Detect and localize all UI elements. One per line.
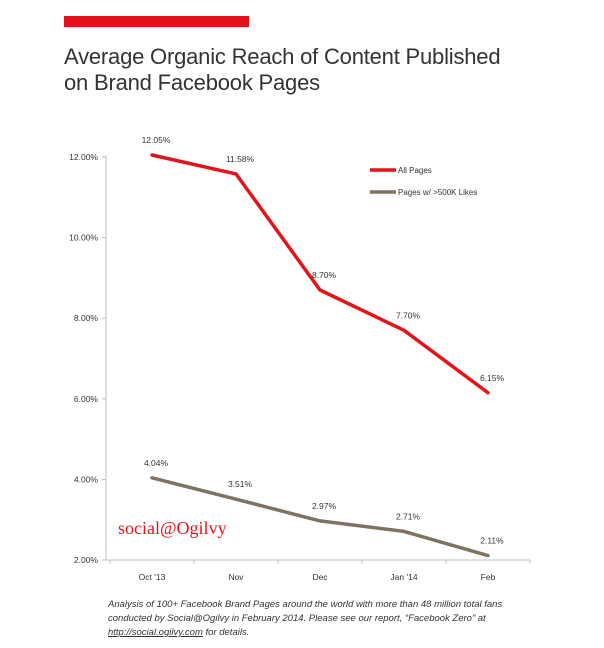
- y-tick-label: 4.00%: [74, 474, 99, 484]
- footnote-text: Analysis of 100+ Facebook Brand Pages ar…: [108, 599, 503, 624]
- x-tick-label: Feb: [481, 572, 496, 582]
- accent-bar: [64, 16, 249, 27]
- footnote-link[interactable]: http://social.ogilvy.com: [108, 627, 203, 638]
- legend-label: Pages w/ >500K Likes: [398, 188, 477, 197]
- data-label: 2.97%: [312, 501, 337, 511]
- y-tick-label: 6.00%: [74, 394, 99, 404]
- footnote-text-end: for details.: [202, 627, 250, 638]
- x-tick-label: Dec: [312, 572, 328, 582]
- y-tick-label: 2.00%: [74, 555, 99, 565]
- line-chart: 2.00% 4.00% 6.00% 8.00% 10.00% 12.00% Oct '13 N…: [69, 135, 531, 582]
- data-label: 3.51%: [228, 479, 253, 489]
- footnote: Analysis of 100+ Facebook Brand Pages ar…: [108, 598, 548, 640]
- data-label: 6.15%: [480, 373, 505, 383]
- data-label: 8.70%: [312, 270, 337, 280]
- chart-title: Average Organic Reach of Content Publish…: [64, 44, 501, 95]
- data-label: 4.04%: [144, 458, 169, 468]
- x-tick-label: Jan '14: [390, 572, 417, 582]
- data-label: 11.58%: [226, 154, 255, 164]
- data-label: 2.11%: [480, 536, 504, 546]
- social-ogilvy-logo: social@Ogilvy: [118, 518, 227, 538]
- y-tick-label: 10.00%: [69, 233, 98, 243]
- y-tick-label: 8.00%: [74, 313, 99, 323]
- series-line-2: [150, 476, 490, 558]
- x-tick-label: Oct '13: [139, 572, 166, 582]
- legend-label: All Pages: [398, 166, 432, 175]
- y-tick-label: 12.00%: [69, 152, 98, 162]
- data-label: 2.71%: [396, 511, 421, 521]
- x-tick-label: Nov: [228, 572, 244, 582]
- data-label: 7.70%: [396, 310, 421, 320]
- data-label: 12.05%: [142, 135, 171, 145]
